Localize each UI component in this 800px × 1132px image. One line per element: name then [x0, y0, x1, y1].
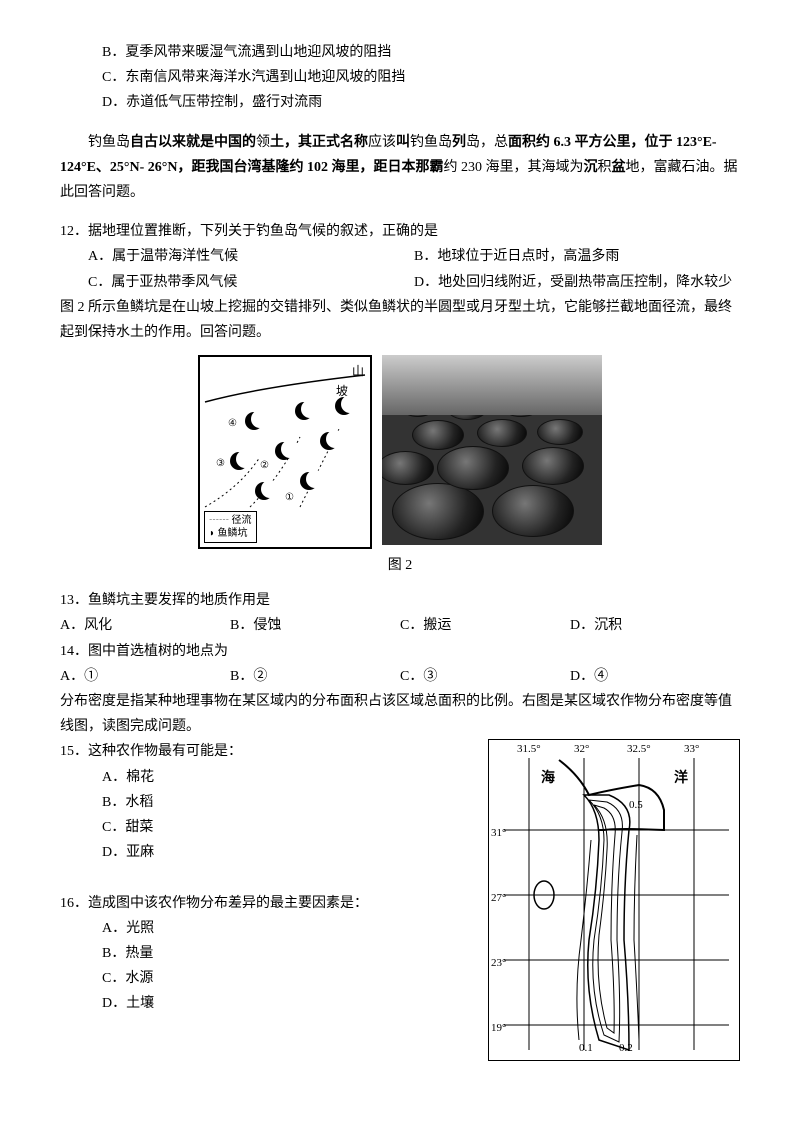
q11-opt-c: C．东南信风带来海洋水汽遇到山地迎风坡的阻挡: [60, 65, 740, 90]
diaoyu-intro: 钓鱼岛自古以来就是中国的领土，其正式名称应该叫钓鱼岛列岛，总面积约 6.3 平方…: [60, 130, 740, 206]
q16-a: A．光照: [60, 916, 468, 941]
v02: 0.2: [619, 1039, 633, 1059]
q14-d: D．④: [570, 664, 740, 689]
legend-runoff: 径流: [232, 515, 252, 526]
q15-c: C．甜菜: [60, 815, 468, 840]
q13-stem: 13．鱼鳞坑主要发挥的地质作用是: [60, 588, 740, 613]
q11-options: B．夏季风带来暖湿气流遇到山地迎风坡的阻挡 C．东南信风带来海洋水汽遇到山地迎风…: [60, 40, 740, 116]
t: 应该: [368, 135, 396, 150]
q15-stem: 15．这种农作物最有可能是：: [60, 739, 468, 764]
legend-pit: 鱼鳞坑: [218, 528, 248, 539]
t: 沉: [584, 160, 598, 175]
q16-c: C．水源: [60, 966, 468, 991]
ocean: 洋: [674, 766, 688, 791]
fish-photo: [382, 355, 602, 545]
num2: ②: [260, 457, 269, 475]
lat2: 27°: [491, 889, 506, 909]
v05: 0.5: [629, 796, 643, 816]
q16-stem: 16．造成图中该农作物分布差异的最主要因素是：: [60, 891, 468, 916]
map-svg: [489, 740, 739, 1060]
q15-b: B．水稻: [60, 790, 468, 815]
q13-opts: A．风化 B．侵蚀 C．搬运 D．沉积: [60, 613, 740, 638]
fish-intro: 图 2 所示鱼鳞坑是在山坡上挖掘的交错排列、类似鱼鳞状的半圆型或月牙型土坑，它能…: [60, 295, 740, 345]
sea: 海: [541, 766, 555, 791]
q12-a: A．属于温带海洋性气候: [60, 244, 414, 269]
lat3: 23°: [491, 954, 506, 974]
fish-diagram: 山 坡 ④ ③ ② ① ┄┄ 径流 ◗ 鱼鳞坑: [198, 355, 372, 549]
q13-b: B．侵蚀: [230, 613, 400, 638]
q16-b: B．热量: [60, 941, 468, 966]
figure-2: 山 坡 ④ ③ ② ① ┄┄ 径流 ◗ 鱼鳞坑: [60, 355, 740, 549]
lon4: 33°: [684, 740, 699, 760]
q13-a: A．风化: [60, 613, 230, 638]
q15-a: A．棉花: [60, 765, 468, 790]
t: 土，其正式名称: [270, 135, 368, 150]
t: 列: [452, 135, 466, 150]
t: 问题。: [102, 185, 144, 200]
q15-d: D．亚麻: [60, 840, 468, 865]
q12-b: B．地球位于近日点时，高温多雨: [414, 244, 740, 269]
t: 地，富藏石油。: [626, 160, 724, 175]
t: 积: [598, 160, 612, 175]
t: 盆: [612, 160, 626, 175]
q11-opt-d: D．赤道低气压带控制，盛行对流雨: [60, 90, 740, 115]
legend: ┄┄ 径流 ◗ 鱼鳞坑: [204, 511, 257, 543]
density-map: 31.5° 32° 32.5° 33° 31° 27° 23° 19° 海 洋 …: [488, 739, 740, 1061]
q14-c: C．③: [400, 664, 570, 689]
t: 约 230 海里，其海域: [444, 160, 570, 175]
t: 面: [508, 135, 522, 150]
t: 岛，总: [466, 135, 508, 150]
lon2: 32°: [574, 740, 589, 760]
t: 领: [256, 135, 270, 150]
t: 为: [570, 160, 584, 175]
t: 钓鱼岛: [88, 135, 130, 150]
q12: 12．据地理位置推断，下列关于钓鱼岛气候的叙述，正确的是 A．属于温带海洋性气候…: [60, 219, 740, 295]
t: 叫: [396, 135, 410, 150]
q11-opt-b: B．夏季风带来暖湿气流遇到山地迎风坡的阻挡: [60, 40, 740, 65]
q13-c: C．搬运: [400, 613, 570, 638]
q14-opts: A．① B．② C．③ D．④: [60, 664, 740, 689]
q15-16-row: 15．这种农作物最有可能是： A．棉花 B．水稻 C．甜菜 D．亚麻 16．造成…: [60, 739, 740, 1061]
lat4: 19°: [491, 1019, 506, 1039]
density-intro: 分布密度是指某种地理事物在某区域内的分布面积占该区域总面积的比例。右图是某区域农…: [60, 689, 740, 739]
v01: 0.1: [579, 1039, 593, 1059]
figure-2-caption: 图 2: [60, 553, 740, 578]
num1: ①: [285, 489, 294, 507]
q14-a: A．①: [60, 664, 230, 689]
t: 钓鱼岛: [410, 135, 452, 150]
num4: ④: [228, 415, 237, 433]
q12-stem: 12．据地理位置推断，下列关于钓鱼岛气候的叙述，正确的是: [60, 219, 740, 244]
q16-d: D．土壤: [60, 991, 468, 1016]
num3: ③: [216, 455, 225, 473]
t: 自古以来就是中国的: [130, 135, 256, 150]
lon3: 32.5°: [627, 740, 651, 760]
q12-c: C．属于亚热带季风气候: [60, 270, 414, 295]
lon1: 31.5°: [517, 740, 541, 760]
q14-b: B．②: [230, 664, 400, 689]
q12-d: D．地处回归线附近，受副热带高压控制，降水较少: [414, 270, 740, 295]
lat1: 31°: [491, 824, 506, 844]
q13-d: D．沉积: [570, 613, 740, 638]
q14-stem: 14．图中首选植树的地点为: [60, 639, 740, 664]
